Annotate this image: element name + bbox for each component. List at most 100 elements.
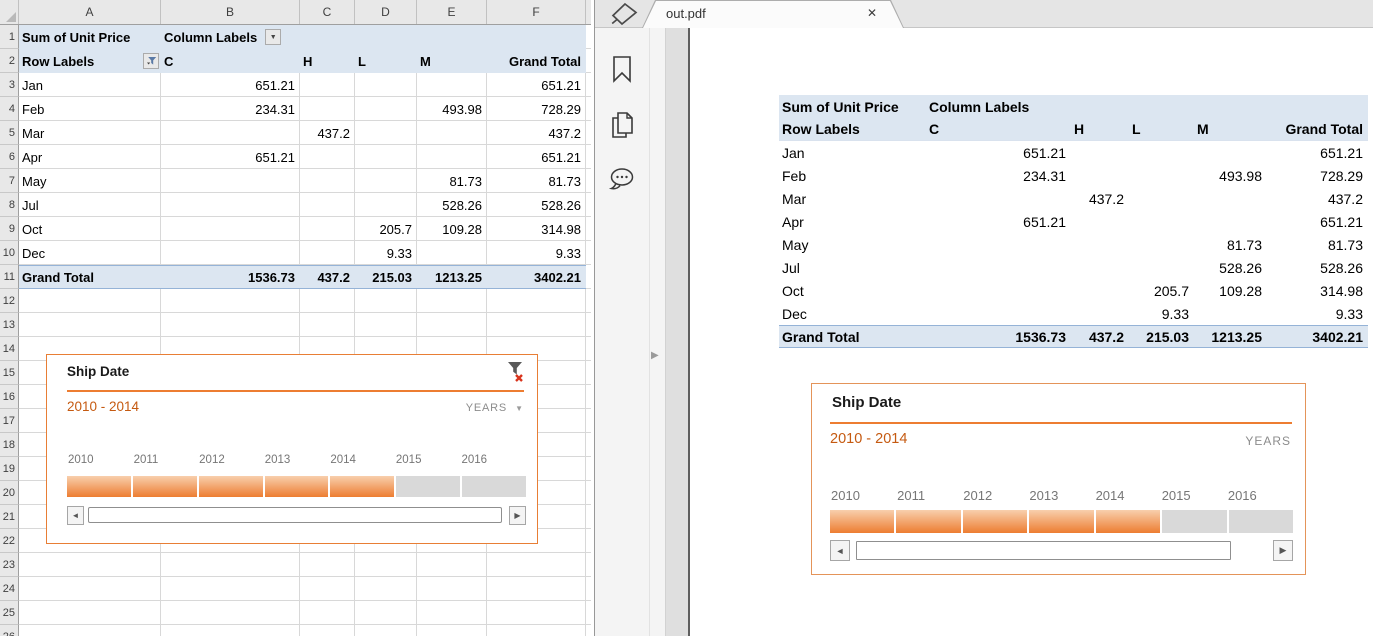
timeline-slicer[interactable]: Ship Date 2010 - 2014 YEARS ▼ 2010 2011 …	[46, 354, 538, 544]
comments-icon[interactable]	[608, 166, 636, 192]
pivot-row-label[interactable]: Feb	[22, 101, 45, 117]
sheet-cell[interactable]	[487, 601, 586, 625]
sheet-cell[interactable]	[417, 289, 487, 313]
row-header[interactable]: 19	[0, 457, 19, 481]
sheet-cell[interactable]	[161, 169, 300, 193]
sheet-cell[interactable]	[586, 217, 591, 241]
pivot-total-cell[interactable]: 314.98	[541, 221, 581, 237]
sheet-cell[interactable]	[161, 97, 300, 121]
sheet-cell[interactable]	[586, 601, 591, 625]
sheet-cell[interactable]	[586, 169, 591, 193]
row-header[interactable]: 10	[0, 241, 19, 265]
sheet-cell[interactable]	[19, 289, 161, 313]
sheet-cell[interactable]	[487, 169, 586, 193]
pivot-total-cell[interactable]: 437.2	[548, 125, 581, 141]
pivot-row-label[interactable]: Oct	[22, 221, 43, 237]
pivot-total-cell[interactable]: 728.29	[541, 101, 581, 117]
sheet-cell[interactable]	[300, 97, 355, 121]
sheet-cell[interactable]	[19, 601, 161, 625]
sheet-cell[interactable]	[586, 361, 591, 385]
sheet-cell[interactable]	[586, 145, 591, 169]
sheet-cell[interactable]	[19, 313, 161, 337]
row-header[interactable]: 20	[0, 481, 19, 505]
row-header[interactable]: 14	[0, 337, 19, 361]
sheet-cell[interactable]	[487, 553, 586, 577]
pivot-row-label[interactable]: Jul	[22, 197, 39, 213]
sheet-cell[interactable]	[586, 49, 591, 73]
sheet-cell[interactable]	[355, 97, 417, 121]
vertical-scrollbar[interactable]	[665, 28, 690, 636]
pivot-total-cell[interactable]: 651.21	[541, 77, 581, 93]
pivot-row-label[interactable]: Mar	[22, 125, 45, 141]
timeline-period-level[interactable]: YEARS	[465, 402, 507, 414]
sheet-cell[interactable]	[300, 169, 355, 193]
row-header[interactable]: 5	[0, 121, 19, 145]
column-header-b[interactable]: B	[161, 0, 300, 24]
scroll-left-button[interactable]: ◄	[67, 506, 84, 525]
sheet-cell[interactable]	[487, 145, 586, 169]
pivot-value-cell[interactable]: 528.26	[442, 197, 482, 213]
pivot-row-label[interactable]: Grand Total	[22, 269, 94, 285]
row-header[interactable]: 24	[0, 577, 19, 601]
row-header[interactable]: 21	[0, 505, 19, 529]
pivot-value-cell[interactable]: 493.98	[442, 101, 482, 117]
sheet-cell[interactable]	[417, 553, 487, 577]
sheet-cell[interactable]	[19, 97, 161, 121]
annotate-diamond-icon[interactable]	[609, 2, 639, 32]
sheet-cell[interactable]	[19, 193, 161, 217]
row-header[interactable]: 9	[0, 217, 19, 241]
sheet-cell[interactable]	[417, 601, 487, 625]
sheet-cell[interactable]	[586, 625, 591, 636]
sheet-cell[interactable]	[161, 577, 300, 601]
sheet-cell[interactable]	[586, 529, 591, 553]
pivot-row-label[interactable]: Apr	[22, 149, 43, 165]
sheet-cell[interactable]	[586, 97, 591, 121]
pivot-col-header[interactable]: L	[358, 53, 366, 69]
row-header[interactable]: 15	[0, 361, 19, 385]
sheet-cell[interactable]	[161, 121, 300, 145]
sheet-cell[interactable]	[586, 241, 591, 265]
pivot-value-cell[interactable]: 437.2	[317, 269, 350, 285]
sheet-cell[interactable]	[487, 529, 586, 553]
select-all-corner[interactable]	[0, 0, 19, 24]
bookmarks-icon[interactable]	[609, 54, 635, 84]
pivot-total-cell[interactable]: 528.26	[541, 197, 581, 213]
sheet-cell[interactable]	[19, 625, 161, 636]
sheet-cell[interactable]	[19, 217, 161, 241]
row-header[interactable]: 2	[0, 49, 19, 73]
timeline-year-segment[interactable]	[132, 476, 197, 497]
column-header-e[interactable]: E	[417, 0, 487, 24]
pivot-total-cell[interactable]: 651.21	[541, 149, 581, 165]
sheet-cell[interactable]	[300, 553, 355, 577]
sheet-cell[interactable]	[586, 553, 591, 577]
sheet-cell[interactable]	[487, 73, 586, 97]
pivot-row-label[interactable]: Jan	[22, 77, 43, 93]
sheet-cell[interactable]	[19, 241, 161, 265]
sheet-cell[interactable]	[586, 289, 591, 313]
sheet-cell[interactable]	[417, 169, 487, 193]
sheet-cell[interactable]	[161, 289, 300, 313]
column-header-a[interactable]: A	[19, 0, 161, 24]
pivot-value-cell[interactable]: 205.7	[379, 221, 412, 237]
sheet-cell[interactable]	[161, 625, 300, 636]
row-header[interactable]: 6	[0, 145, 19, 169]
sheet-cell[interactable]	[161, 553, 300, 577]
sheet-cell[interactable]	[417, 241, 487, 265]
column-header-partial[interactable]	[586, 0, 591, 24]
pivot-value-cell[interactable]: 234.31	[255, 101, 295, 117]
sheet-cell[interactable]	[300, 241, 355, 265]
sheet-cell[interactable]	[586, 457, 591, 481]
timeline-year-segment[interactable]	[396, 476, 461, 497]
sheet-cell[interactable]	[161, 601, 300, 625]
pivot-total-cell[interactable]: 3402.21	[534, 269, 581, 285]
column-header-d[interactable]: D	[355, 0, 417, 24]
sheet-cell[interactable]	[355, 217, 417, 241]
row-header[interactable]: 11	[0, 265, 19, 289]
sheet-cell[interactable]	[586, 313, 591, 337]
sheet-cell[interactable]	[355, 121, 417, 145]
sheet-cell[interactable]	[161, 145, 300, 169]
pivot-value-cell[interactable]: 651.21	[255, 149, 295, 165]
pivot-value-cell[interactable]: 109.28	[442, 221, 482, 237]
pivot-column-area-cell[interactable]: Column Labels ▼	[161, 29, 586, 45]
sheet-cell[interactable]	[19, 121, 161, 145]
